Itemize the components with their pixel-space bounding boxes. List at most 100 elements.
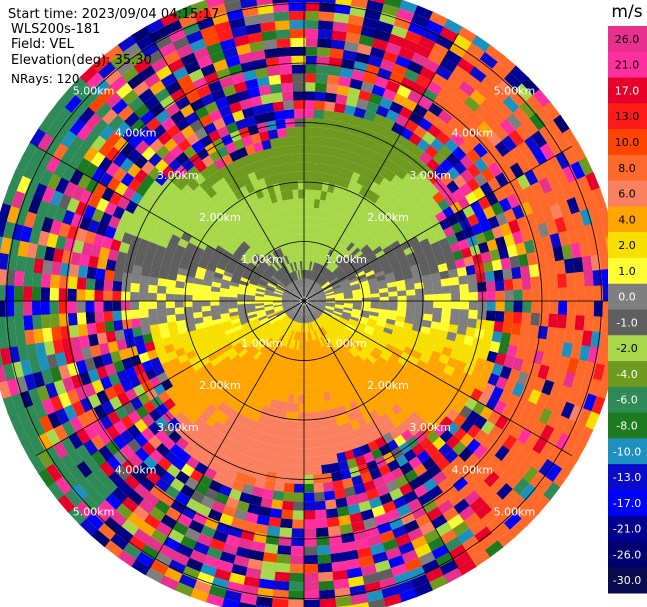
velocity-gate <box>351 286 361 292</box>
velocity-gate <box>232 401 244 414</box>
velocity-gate <box>302 563 319 574</box>
velocity-gate <box>307 313 311 323</box>
velocity-gate <box>415 288 425 296</box>
velocity-gate <box>352 294 362 299</box>
velocity-gate <box>361 517 378 530</box>
velocity-gate <box>78 369 92 386</box>
velocity-gate <box>399 382 412 395</box>
velocity-gate <box>459 283 469 294</box>
velocity-gate <box>572 257 584 275</box>
velocity-gate <box>318 11 337 22</box>
velocity-gate <box>273 562 291 573</box>
velocity-gate <box>30 417 46 437</box>
velocity-gate <box>264 305 274 310</box>
velocity-gate <box>332 488 346 500</box>
velocity-gate <box>397 219 410 231</box>
velocity-gate <box>570 373 585 393</box>
velocity-gate <box>401 224 413 237</box>
velocity-gate <box>318 265 325 275</box>
velocity-gate <box>440 57 459 74</box>
colorbar-tick-label: -21.0 <box>613 523 641 536</box>
velocity-gate <box>316 383 324 394</box>
velocity-gate <box>351 529 368 542</box>
velocity-gate <box>524 374 538 391</box>
velocity-gate <box>312 483 325 493</box>
velocity-gate <box>321 267 328 276</box>
velocity-gate <box>224 580 244 594</box>
velocity-gate <box>379 585 400 599</box>
velocity-gate <box>188 387 202 400</box>
velocity-gate <box>289 420 298 431</box>
velocity-gate <box>227 398 239 410</box>
velocity-gate <box>328 137 340 149</box>
velocity-gate <box>295 439 304 449</box>
velocity-gate <box>435 255 447 267</box>
velocity-gate <box>532 350 545 367</box>
velocity-gate <box>320 326 328 335</box>
velocity-gate <box>309 358 315 368</box>
velocity-gate <box>493 321 504 334</box>
velocity-gate <box>285 308 294 315</box>
velocity-gate <box>561 244 574 262</box>
velocity-gate <box>261 366 270 377</box>
velocity-gate <box>596 203 611 224</box>
velocity-gate <box>248 400 259 412</box>
velocity-gate <box>331 231 339 242</box>
velocity-gate <box>318 392 326 403</box>
velocity-gate <box>337 357 346 367</box>
velocity-gate <box>274 308 284 314</box>
velocity-gate <box>537 222 551 240</box>
velocity-gate <box>310 261 315 271</box>
velocity-gate <box>312 491 325 502</box>
velocity-gate <box>302 457 313 467</box>
velocity-gate <box>480 339 492 352</box>
velocity-gate <box>441 285 452 295</box>
velocity-gate <box>596 237 609 257</box>
velocity-gate <box>292 321 298 331</box>
colorbar-tick-label: 21.0 <box>615 59 640 72</box>
velocity-gate <box>20 438 38 460</box>
velocity-gate <box>520 227 533 244</box>
velocity-gate <box>330 426 340 437</box>
velocity-gate <box>381 593 402 607</box>
velocity-gate <box>204 546 223 560</box>
velocity-gate <box>349 78 365 91</box>
velocity-gate <box>280 326 287 335</box>
velocity-gate <box>379 296 389 302</box>
velocity-gate <box>277 455 288 466</box>
velocity-gate <box>206 584 227 599</box>
velocity-gate <box>116 337 128 351</box>
velocity-gate <box>325 333 333 343</box>
velocity-gate <box>378 287 389 294</box>
velocity-gate <box>379 240 391 251</box>
velocity-gate <box>385 249 396 259</box>
velocity-gate <box>529 404 545 423</box>
velocity-gate <box>361 301 371 305</box>
velocity-gate <box>410 382 424 395</box>
velocity-gate <box>526 336 538 352</box>
velocity-gate <box>309 322 314 332</box>
velocity-gate <box>376 20 396 35</box>
velocity-gate <box>530 181 546 200</box>
velocity-gate <box>269 379 278 391</box>
velocity-gate <box>143 566 165 584</box>
velocity-gate <box>511 357 524 373</box>
velocity-gate <box>334 307 344 312</box>
velocity-gate <box>321 314 330 321</box>
velocity-gate <box>339 317 349 324</box>
velocity-gate <box>96 521 116 541</box>
velocity-gate <box>82 381 97 398</box>
velocity-gate <box>78 517 98 537</box>
velocity-gate <box>301 590 320 600</box>
velocity-gate <box>540 301 550 316</box>
velocity-gate <box>276 311 285 317</box>
velocity-gate <box>279 437 290 448</box>
velocity-gate <box>341 441 353 453</box>
velocity-gate <box>308 302 317 306</box>
velocity-gate <box>303 341 307 351</box>
velocity-gate <box>388 305 398 312</box>
velocity-gate <box>305 278 308 288</box>
velocity-gate <box>27 386 42 405</box>
velocity-gate <box>308 349 314 359</box>
velocity-gate <box>223 323 234 332</box>
